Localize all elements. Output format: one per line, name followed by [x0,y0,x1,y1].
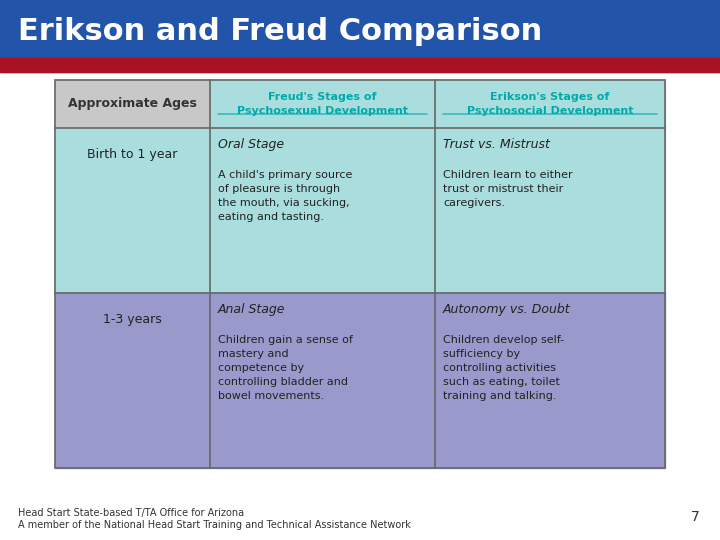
Text: A child's primary source
of pleasure is through
the mouth, via sucking,
eating a: A child's primary source of pleasure is … [218,170,352,222]
Bar [0,58,720,72]
Text: Approximate Ages: Approximate Ages [68,98,197,111]
Bar [435,128,665,293]
Bar [0,0,720,72]
Text: Erikson and Freud Comparison: Erikson and Freud Comparison [18,17,542,46]
Bar [55,128,210,293]
Bar [210,293,435,468]
Bar [55,80,210,128]
Text: Children gain a sense of
mastery and
competence by
controlling bladder and
bowel: Children gain a sense of mastery and com… [218,335,353,401]
Text: 1-3 years: 1-3 years [103,313,162,326]
Bar [435,80,665,128]
Text: Autonomy vs. Doubt: Autonomy vs. Doubt [443,303,571,316]
Text: Anal Stage: Anal Stage [218,303,286,316]
Text: Erikson's Stages of
Psychosocial Development: Erikson's Stages of Psychosocial Develop… [467,92,634,116]
Text: Children develop self-
sufficiency by
controlling activities
such as eating, toi: Children develop self- sufficiency by co… [443,335,564,401]
Bar [210,80,435,128]
Bar [210,128,435,293]
Bar [55,293,210,468]
Text: A member of the National Head Start Training and Technical Assistance Network: A member of the National Head Start Trai… [18,520,411,530]
Bar [55,80,665,468]
Text: Birth to 1 year: Birth to 1 year [87,148,178,161]
Text: Head Start State-based T/TA Office for Arizona: Head Start State-based T/TA Office for A… [18,508,244,518]
Text: Children learn to either
trust or mistrust their
caregivers.: Children learn to either trust or mistru… [443,170,572,208]
Text: Oral Stage: Oral Stage [218,138,284,151]
Text: 7: 7 [691,510,700,524]
Text: Trust vs. Mistrust: Trust vs. Mistrust [443,138,550,151]
Bar [435,293,665,468]
Text: Freud's Stages of
Psychosexual Development: Freud's Stages of Psychosexual Developme… [237,92,408,116]
